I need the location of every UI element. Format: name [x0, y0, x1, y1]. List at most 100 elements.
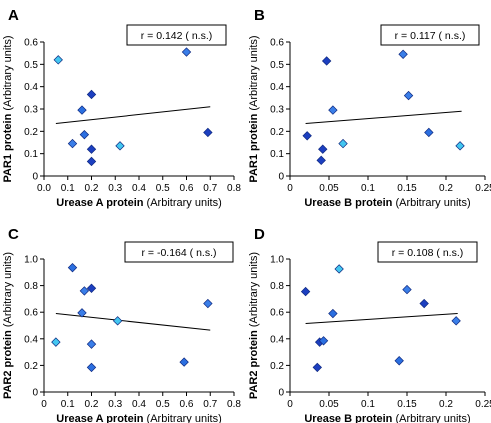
data-point: [394, 356, 404, 366]
y-tick-label: 0.2: [270, 361, 284, 372]
correlation-box: [124, 241, 234, 263]
data-point: [86, 156, 97, 167]
panel-letter: D: [254, 226, 265, 243]
data-point: [455, 141, 465, 151]
y-axis-label-main: PAR1 protein: [248, 111, 260, 183]
y-tick-label: 0.2: [270, 127, 284, 138]
x-tick-label: 0.1: [361, 183, 375, 194]
x-tick-label: 0.5: [156, 399, 170, 410]
y-axis-label-units: (Arbitrary units): [248, 35, 260, 110]
y-tick-label: 0.5: [24, 60, 38, 71]
data-point: [300, 286, 311, 297]
y-tick-label: 0.5: [270, 60, 284, 71]
x-tick-label: 0.6: [180, 183, 194, 194]
x-axis-label: Urease A protein (Arbitrary units): [56, 413, 221, 423]
x-axis-label-main: Urease A protein: [56, 197, 146, 209]
trend-line: [305, 313, 458, 325]
correlation-text: r = 0.117 ( n.s.): [395, 30, 466, 42]
data-point: [451, 316, 461, 326]
data-point: [321, 56, 332, 66]
x-tick-label: 0.05: [319, 183, 339, 194]
x-tick-label: 0.5: [156, 183, 170, 194]
data-point: [77, 105, 87, 115]
data-point: [67, 262, 78, 273]
x-axis-label: Urease B protein (Arbitrary units): [304, 197, 470, 209]
data-point: [79, 129, 90, 140]
x-tick-label: 0.1: [61, 399, 75, 410]
data-point: [79, 286, 90, 296]
x-tick-label: 0.8: [227, 183, 241, 194]
y-tick-label: 0.6: [270, 308, 284, 319]
y-axis-label-main: PAR1 protein: [2, 111, 14, 183]
y-tick-label: 0.6: [24, 308, 38, 319]
y-axis-label-main: PAR2 protein: [248, 327, 260, 399]
y-axis-label: PAR2 protein (Arbitrary units): [248, 252, 260, 399]
data-point: [67, 138, 78, 149]
data-point: [181, 47, 192, 57]
data-point: [115, 141, 125, 151]
y-tick-label: 0.1: [270, 149, 284, 160]
y-tick-label: 0: [32, 172, 38, 183]
panel-letter: A: [8, 7, 19, 24]
y-tick-label: 0.4: [270, 82, 284, 93]
x-tick-label: 0.6: [180, 399, 194, 410]
data-point: [312, 362, 322, 373]
x-tick-label: 0.3: [108, 183, 122, 194]
y-tick-label: 0.2: [24, 127, 38, 138]
correlation-text: r = 0.108 ( n.s.): [392, 247, 464, 259]
x-tick-label: 0.15: [397, 399, 417, 410]
x-tick-label: 0: [41, 399, 47, 410]
data-point: [419, 298, 429, 309]
x-tick-label: 0.1: [361, 399, 375, 410]
x-tick-label: 0: [287, 399, 293, 410]
chart-panel-c: C 0 0.1 0.2 0.3 0.4 0.5 0.6 0.7 0.8 0 0.2 0.4 0.6 0.8 1…: [2, 226, 241, 423]
y-tick-label: 0.3: [270, 105, 284, 116]
y-tick-label: 1.0: [270, 255, 284, 266]
data-point: [316, 155, 326, 166]
data-point: [51, 337, 61, 347]
trend-line: [305, 110, 462, 125]
correlation-box: [380, 24, 480, 46]
x-axis-label-main: Urease B protein: [304, 413, 395, 423]
y-tick-label: 0.3: [24, 105, 38, 116]
data-point: [53, 55, 63, 65]
x-axis-label-units: (Arbitrary units): [147, 197, 222, 209]
x-tick-label: 0.0: [37, 183, 51, 194]
y-axis-label-main: PAR2 protein: [2, 327, 14, 399]
y-tick-label: 1.0: [24, 255, 38, 266]
x-axis-label-units: (Arbitrary units): [395, 197, 470, 209]
x-axis-label-main: Urease A protein: [56, 413, 146, 423]
x-axis-label-units: (Arbitrary units): [395, 413, 470, 423]
data-point: [318, 144, 328, 154]
x-tick-label: 0.7: [203, 183, 217, 194]
data-point: [112, 316, 123, 326]
panel-letter: B: [254, 7, 265, 24]
y-tick-label: 0.4: [24, 82, 38, 93]
x-axis-label: Urease B protein (Arbitrary units): [304, 413, 470, 423]
x-tick-label: 0.2: [439, 183, 453, 194]
x-axis-label: Urease A protein (Arbitrary units): [56, 197, 221, 209]
x-tick-label: 0.3: [108, 399, 122, 410]
x-tick-label: 0.4: [132, 399, 146, 410]
x-tick-label: 0: [287, 183, 293, 194]
chart-panel-a: A 0.0 0.1 0.2 0.3 0.4 0.5 0.6 0.7 0.8 0 0.1 0.2 0.3 0.…: [2, 7, 241, 209]
data-point: [302, 131, 312, 141]
data-point: [179, 357, 189, 367]
x-tick-label: 0.2: [85, 183, 99, 194]
data-point: [403, 90, 414, 101]
y-axis-label: PAR2 protein (Arbitrary units): [2, 252, 14, 399]
y-tick-label: 0.8: [24, 281, 38, 292]
x-tick-label: 0.7: [203, 399, 217, 410]
data-point: [77, 308, 87, 318]
data-point: [338, 138, 348, 149]
y-tick-label: 0.1: [24, 149, 38, 160]
y-tick-label: 0: [278, 388, 284, 399]
trend-line: [55, 313, 211, 331]
correlation-box: [126, 24, 227, 46]
correlation-text: r = 0.142 ( n.s.): [141, 30, 213, 42]
data-point: [398, 49, 408, 59]
x-tick-label: 0.4: [132, 183, 146, 194]
data-point: [334, 264, 344, 274]
data-point: [203, 127, 213, 138]
